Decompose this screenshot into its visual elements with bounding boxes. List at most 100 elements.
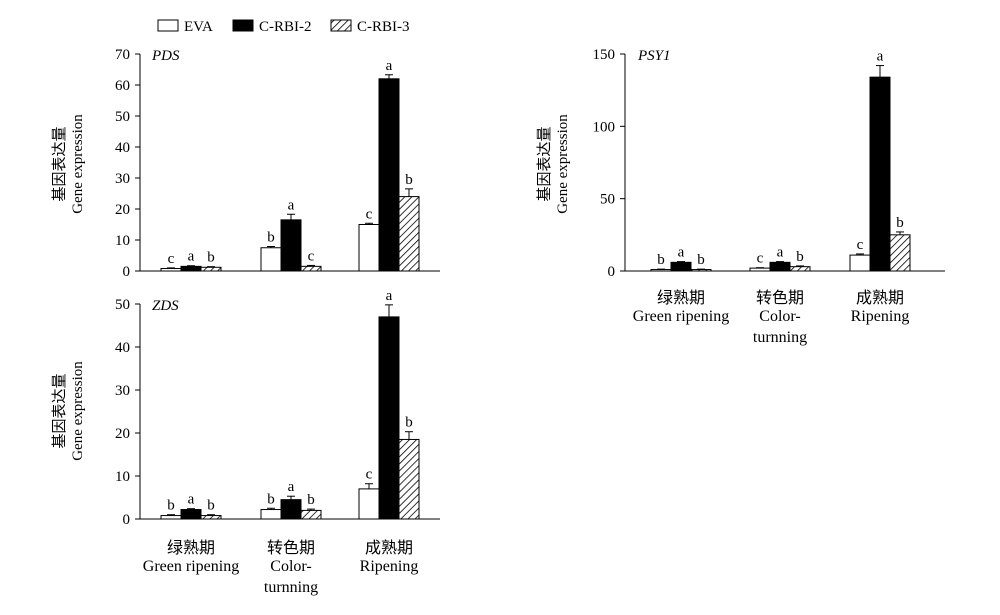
y-tick-label: 10 (115, 469, 130, 485)
y-tick-label: 0 (608, 264, 616, 280)
y-tick-label: 30 (115, 171, 130, 187)
significance-letter: a (386, 288, 393, 304)
category-label-en: Green ripening (143, 558, 239, 575)
legend-swatch-c-rbi-3 (330, 19, 352, 32)
significance-letter: a (678, 245, 685, 261)
significance-letter: c (757, 251, 764, 267)
bar-c-rbi-2 (280, 499, 302, 520)
y-axis-label: 基因表达量 Gene expression (536, 114, 571, 214)
significance-letter: c (168, 251, 175, 267)
significance-letter: c (366, 206, 373, 222)
bar-eva (160, 515, 182, 520)
y-tick-label: 0 (123, 264, 131, 280)
category-label-zh: 成熟期 (365, 539, 413, 557)
y-axis-label-zh: 基因表达量 (536, 126, 553, 201)
significance-letter: b (796, 249, 804, 265)
significance-letter: b (207, 498, 215, 514)
category-label-zh: 绿熟期 (167, 539, 215, 557)
legend-swatch-eva (157, 19, 179, 32)
bar-eva (358, 488, 380, 520)
y-tick-label: 50 (115, 297, 130, 313)
bar-c-rbi-2 (769, 261, 791, 272)
significance-letter: c (308, 248, 315, 264)
bar-c-rbi-2 (670, 261, 692, 272)
significance-letter: a (386, 58, 393, 74)
y-tick-label: 0 (123, 512, 131, 528)
significance-letter: b (657, 252, 665, 268)
significance-letter: a (288, 479, 295, 495)
bar-c-rbi-3 (300, 265, 322, 272)
significance-letter: a (877, 49, 884, 65)
panel-zds: ZDS 基因表达量 Gene expression 0 10 20 30 40 50 b b c… (51, 288, 440, 596)
x-category-labels: 绿熟期 Green ripening 转色期 Color- turnning 成… (633, 289, 910, 346)
y-axis-label: 基因表达量 Gene expression (51, 361, 86, 461)
y-tick-label: 40 (115, 340, 130, 356)
bar-c-rbi-3 (200, 266, 222, 272)
bar-c-rbi-2 (180, 509, 202, 520)
significance-letter: b (267, 491, 275, 507)
significance-letter: c (366, 467, 373, 483)
y-tick-label: 150 (593, 47, 616, 63)
significance-letter: b (307, 492, 315, 508)
panel-title: PDS (151, 48, 180, 64)
y-tick-label: 60 (115, 78, 130, 94)
significance-letter: a (188, 492, 195, 508)
significance-letter: b (896, 215, 904, 231)
bar-c-rbi-3 (200, 515, 222, 520)
significance-letter: c (857, 237, 864, 253)
significance-letter: a (777, 245, 784, 261)
bar-eva (260, 509, 282, 520)
bar-c-rbi-2 (869, 76, 891, 272)
significance-letter: b (405, 172, 413, 188)
y-axis-label-zh: 基因表达量 (51, 126, 68, 201)
bar-eva (160, 268, 182, 272)
legend: EVA C-RBI-2 C-RBI-3 (157, 19, 410, 35)
legend-label-c-rbi-2: C-RBI-2 (259, 19, 312, 35)
panel-title: ZDS (152, 298, 179, 314)
bar-eva (260, 247, 282, 272)
legend-label-eva: EVA (184, 19, 213, 35)
legend-label-c-rbi-3: C-RBI-3 (357, 19, 410, 35)
y-tick-label: 30 (115, 383, 130, 399)
bar-c-rbi-2 (378, 316, 400, 520)
category-label-zh: 绿熟期 (657, 289, 705, 307)
y-axis-label: 基因表达量 Gene expression (51, 114, 86, 214)
category-label-en: Green ripening (633, 308, 729, 325)
significance-letter: a (188, 249, 195, 265)
y-tick-label: 50 (115, 109, 130, 125)
category-label-en: turnning (264, 579, 318, 596)
significance-letter: b (207, 250, 215, 266)
category-label-en: Ripening (360, 558, 419, 575)
y-tick-label: 10 (115, 233, 130, 249)
significance-letter: b (405, 415, 413, 431)
significance-letter: b (267, 230, 275, 246)
y-axis-label-zh: 基因表达量 (51, 373, 68, 448)
y-axis-label-en: Gene expression (70, 361, 86, 461)
y-tick-label: 40 (115, 140, 130, 156)
bar-c-rbi-2 (180, 265, 202, 272)
category-label-zh: 成熟期 (856, 289, 904, 307)
category-label-en: Color- (759, 308, 800, 325)
category-label-en: Ripening (851, 308, 910, 325)
legend-swatch-c-rbi-2 (232, 19, 254, 32)
significance-letter: a (288, 197, 295, 213)
bar-eva (358, 224, 380, 272)
category-label-en: turnning (753, 329, 807, 346)
bar-eva (849, 254, 871, 272)
significance-letter: b (697, 252, 705, 268)
bar-eva (749, 267, 771, 272)
bar-c-rbi-3 (690, 269, 712, 272)
y-tick-label: 20 (115, 426, 130, 442)
y-tick-label: 70 (115, 47, 130, 63)
bar-c-rbi-3 (789, 266, 811, 272)
panel-title: PSY1 (637, 48, 671, 64)
y-tick-label: 20 (115, 202, 130, 218)
panel-pds: PDS 基因表达量 Gene expression 0 10 20 30 40 50 60 7… (51, 47, 440, 280)
bar-c-rbi-3 (889, 234, 911, 272)
bar-c-rbi-2 (280, 219, 302, 272)
bar-c-rbi-3 (398, 196, 420, 272)
bar-c-rbi-2 (378, 78, 400, 272)
bar-c-rbi-3 (398, 438, 420, 520)
